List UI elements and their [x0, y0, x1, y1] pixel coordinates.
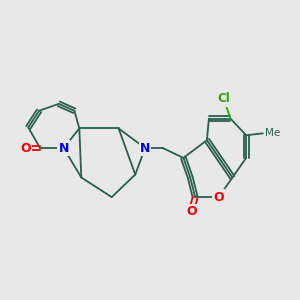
Text: N: N	[140, 142, 150, 154]
Text: Cl: Cl	[217, 92, 230, 106]
Text: O: O	[186, 205, 196, 218]
Text: Me: Me	[265, 128, 280, 138]
Text: N: N	[58, 142, 69, 154]
Text: O: O	[213, 190, 224, 204]
Text: O: O	[20, 142, 31, 154]
